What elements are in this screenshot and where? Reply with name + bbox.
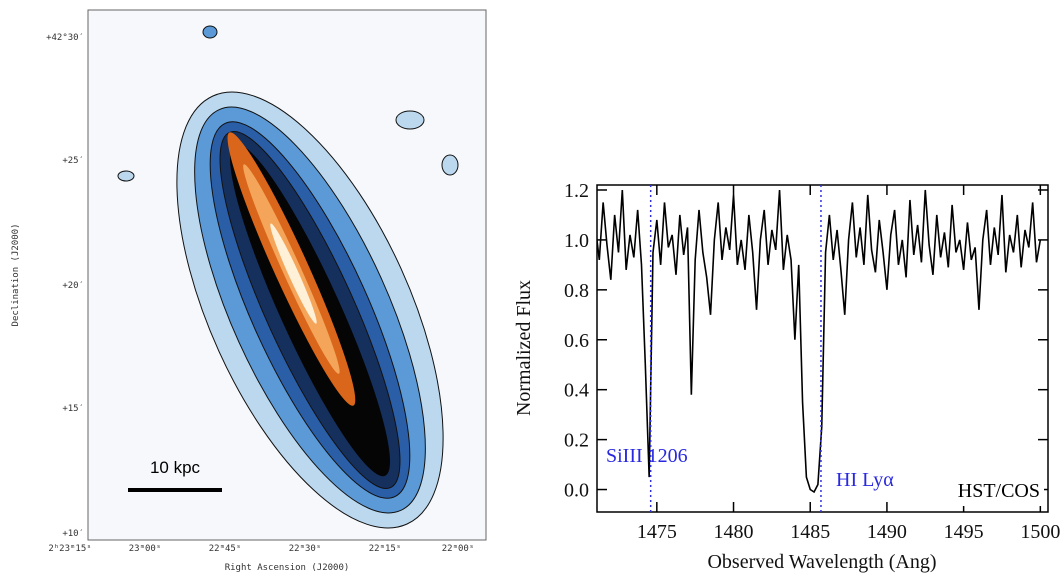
y-axis-label: Normalized Flux [513,280,535,416]
contour [441,154,459,176]
y-axis-label: Declination (J2000) [11,224,21,327]
spectrum-panel: Normalized Flux Observed Wavelength (Ang… [513,180,1060,573]
annotation: HI Lyα [836,469,894,491]
y-tick-label: +15′ [62,404,84,414]
y-tick-label: +20′ [62,281,84,291]
x-axis-label: Observed Wavelength (Ang) [707,551,936,573]
y-tick-label: 0.2 [564,430,589,452]
x-tick-label: 1495 [944,521,984,543]
x-tick-label: 22ᵐ30ˢ [289,544,322,554]
image-panel: 10 kpc Declination (J2000) Right Ascensi… [11,9,487,573]
annotation-background [920,476,1044,506]
x-tick-label: 23ᵐ00ˢ [129,544,162,554]
x-tick-label: 22ᵐ45ˢ [209,544,242,554]
x-tick-label: 1485 [790,521,830,543]
spectrum-line [597,189,1042,494]
y-tick-label: 0.8 [564,280,589,302]
core [270,223,317,324]
y-tick-label: +42°30′ [46,33,84,43]
x-tick-label: 22ᵐ15ˢ [369,544,402,554]
contour [395,110,425,130]
x-tick-label: 22ᵐ00ˢ [442,544,475,554]
galaxy-image [176,91,444,529]
y-tick-label: 0.0 [564,480,589,502]
y-tick-label: 1.2 [564,180,589,202]
y-tick-label: +25′ [62,156,84,166]
x-tick-label: 2ʰ23ᵐ15ˢ [48,544,91,554]
x-tick-label: 1475 [637,521,677,543]
contour [117,170,135,182]
y-tick-label: 1.0 [564,230,589,252]
y-tick-label: 0.6 [564,330,589,352]
plot-frame [596,184,1049,513]
x-tick-label: 1480 [714,521,754,543]
x-tick-label: 1490 [867,521,907,543]
x-axis-label: Right Ascension (J2000) [225,563,350,573]
y-tick-label: +10′ [62,529,84,539]
annotation: HST/COS [958,480,1040,502]
annotation: SiIII 1206 [606,445,688,467]
contour [202,25,218,39]
x-tick-label: 1500 [1020,521,1060,543]
scale-bar-label: 10 kpc [150,458,201,477]
y-tick-label: 0.4 [564,380,589,402]
